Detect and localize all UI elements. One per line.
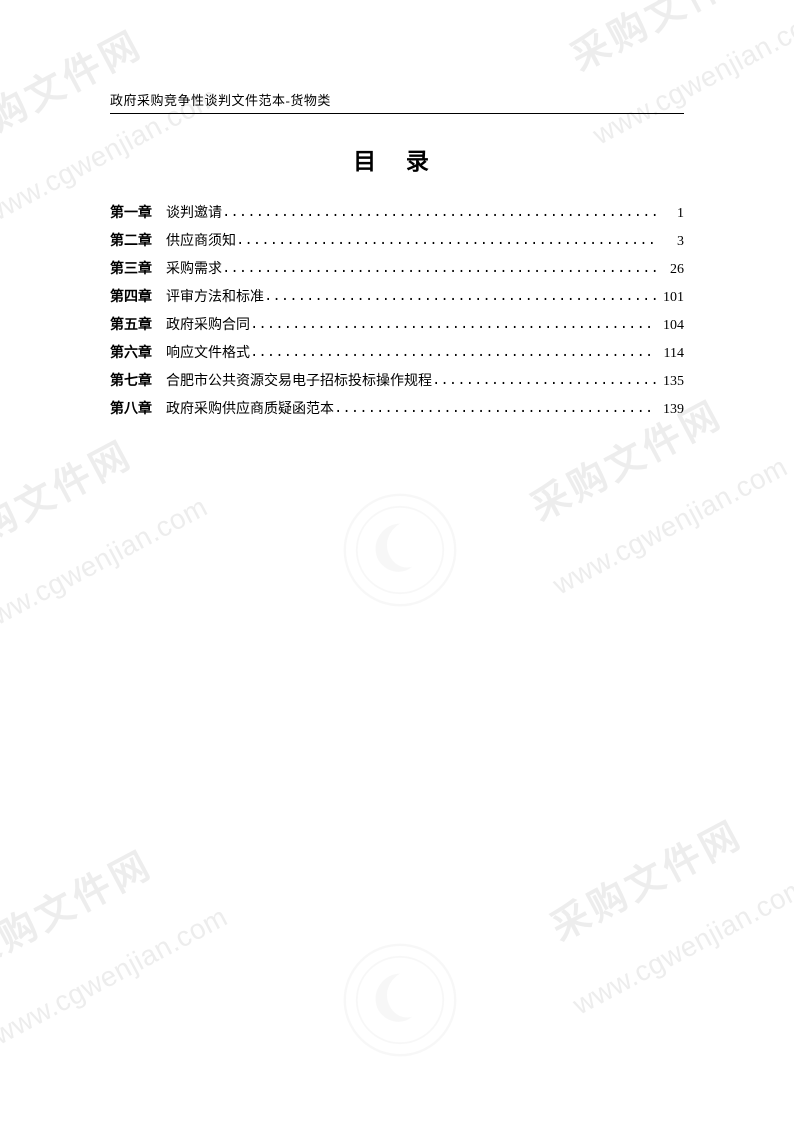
- toc-leader-dots: [334, 398, 656, 426]
- toc-chapter: 第六章: [110, 340, 152, 368]
- toc-page-number: 3: [656, 228, 684, 256]
- toc-name: 评审方法和标准: [166, 284, 264, 312]
- toc-name: 政府采购供应商质疑函范本: [166, 396, 334, 424]
- toc-leader-dots: [236, 230, 656, 258]
- toc-chapter: 第一章: [110, 200, 152, 228]
- toc-row: 第三章 采购需求 26: [110, 256, 684, 284]
- toc-chapter: 第四章: [110, 284, 152, 312]
- toc-name: 谈判邀请: [166, 200, 222, 228]
- toc-row: 第四章 评审方法和标准 101: [110, 284, 684, 312]
- toc-page-number: 26: [656, 256, 684, 284]
- toc-row: 第六章 响应文件格式 114: [110, 340, 684, 368]
- toc-leader-dots: [250, 314, 656, 342]
- toc-leader-dots: [264, 286, 656, 314]
- toc-chapter: 第八章: [110, 396, 152, 424]
- toc-page-number: 139: [656, 396, 684, 424]
- toc-chapter: 第二章: [110, 228, 152, 256]
- toc-leader-dots: [222, 258, 656, 286]
- toc-name: 政府采购合同: [166, 312, 250, 340]
- toc-page-number: 114: [656, 340, 684, 368]
- toc-page-number: 101: [656, 284, 684, 312]
- toc-chapter: 第三章: [110, 256, 152, 284]
- toc-page-number: 135: [656, 368, 684, 396]
- toc-leader-dots: [222, 202, 656, 230]
- table-of-contents: 第一章 谈判邀请 1 第二章 供应商须知 3 第三章 采购需求 26 第四章 评…: [110, 200, 684, 424]
- toc-row: 第七章 合肥市公共资源交易电子招标投标操作规程 135: [110, 368, 684, 396]
- header-text: 政府采购竞争性谈判文件范本-货物类: [110, 90, 684, 114]
- toc-leader-dots: [250, 342, 656, 370]
- toc-name: 供应商须知: [166, 228, 236, 256]
- toc-leader-dots: [432, 370, 656, 398]
- toc-row: 第二章 供应商须知 3: [110, 228, 684, 256]
- toc-row: 第一章 谈判邀请 1: [110, 200, 684, 228]
- toc-row: 第八章 政府采购供应商质疑函范本 139: [110, 396, 684, 424]
- toc-page-number: 1: [656, 200, 684, 228]
- page: 政府采购竞争性谈判文件范本-货物类 目 录 第一章 谈判邀请 1 第二章 供应商…: [0, 0, 794, 1123]
- toc-chapter: 第五章: [110, 312, 152, 340]
- toc-name: 采购需求: [166, 256, 222, 284]
- toc-name: 响应文件格式: [166, 340, 250, 368]
- page-title: 目 录: [110, 142, 684, 176]
- toc-page-number: 104: [656, 312, 684, 340]
- toc-row: 第五章 政府采购合同 104: [110, 312, 684, 340]
- toc-chapter: 第七章: [110, 368, 152, 396]
- toc-name: 合肥市公共资源交易电子招标投标操作规程: [166, 368, 432, 396]
